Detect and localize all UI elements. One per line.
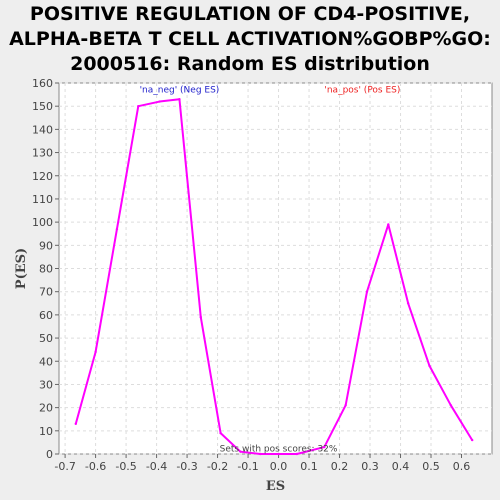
data-point bbox=[428, 364, 431, 368]
x-tick-label: -0.2 bbox=[207, 460, 228, 473]
x-tick-label: 0.4 bbox=[392, 460, 410, 473]
y-tick-label: 120 bbox=[32, 170, 53, 183]
x-tick-label: -0.3 bbox=[176, 460, 197, 473]
y-tick-label: 140 bbox=[32, 123, 53, 136]
y-tick-label: 100 bbox=[32, 216, 53, 229]
y-tick-label: 90 bbox=[39, 239, 53, 252]
y-tick-label: 70 bbox=[39, 286, 53, 299]
data-point bbox=[94, 350, 97, 354]
y-tick-label: 60 bbox=[39, 309, 53, 322]
x-tick-label: 0.5 bbox=[422, 460, 440, 473]
data-point bbox=[115, 227, 119, 231]
x-tick-label: -0.6 bbox=[85, 460, 106, 473]
data-point bbox=[470, 438, 474, 442]
data-point bbox=[387, 223, 390, 226]
data-point bbox=[277, 452, 280, 456]
x-tick-label: 0.0 bbox=[270, 460, 288, 473]
data-point bbox=[74, 422, 77, 426]
chart-title-line-2: ALPHA-BETA T CELL ACTIVATION%GOBP%GO: bbox=[9, 28, 491, 50]
data-point bbox=[219, 431, 222, 435]
chart-title: POSITIVE REGULATION OF CD4-POSITIVE, ALP… bbox=[0, 2, 500, 77]
annotation-label: 'na_neg' (Neg ES) bbox=[140, 85, 220, 95]
y-tick-label: 150 bbox=[32, 100, 53, 113]
y-tick-label: 110 bbox=[32, 193, 53, 206]
x-tick-label: -0.4 bbox=[146, 460, 167, 473]
x-tick-label: 0.3 bbox=[361, 460, 379, 473]
data-point bbox=[239, 450, 242, 453]
y-tick-label: 160 bbox=[32, 77, 53, 90]
x-axis-ticks: -0.7 -0.6 -0.5 -0.4 -0.3 -0.2 -0.1 0.0 0.1 0.2 0.3… bbox=[54, 454, 470, 473]
y-axis-label: P(ES) bbox=[14, 248, 29, 289]
data-point bbox=[259, 452, 262, 456]
x-tick-label: -0.5 bbox=[115, 460, 136, 473]
annotation-label: 'na_pos' (Pos ES) bbox=[324, 85, 400, 95]
y-tick-label: 30 bbox=[39, 378, 53, 391]
data-point bbox=[158, 100, 161, 103]
chart-title-line-1: POSITIVE REGULATION OF CD4-POSITIVE, bbox=[29, 3, 471, 25]
x-tick-label: -0.7 bbox=[54, 460, 75, 473]
grid bbox=[59, 82, 492, 455]
y-tick-label: 0 bbox=[46, 448, 53, 461]
data-point bbox=[449, 404, 453, 407]
series-group bbox=[74, 98, 474, 456]
data-point bbox=[365, 290, 369, 293]
chart-title-line-3: 2000516: Random ES distribution bbox=[70, 53, 430, 75]
y-tick-label: 80 bbox=[39, 263, 53, 276]
data-point bbox=[344, 404, 347, 407]
y-tick-label: 10 bbox=[39, 425, 53, 438]
data-point bbox=[323, 445, 326, 449]
data-point bbox=[406, 302, 410, 305]
y-tick-label: 130 bbox=[32, 147, 53, 160]
data-point bbox=[178, 98, 181, 101]
y-tick-label: 40 bbox=[39, 355, 53, 368]
data-point bbox=[137, 104, 140, 108]
annotations: 'na_neg' (Neg ES) 'na_pos' (Pos ES) Sets w… bbox=[140, 85, 401, 454]
y-axis-ticks: 0 10 20 30 40 50 60 70 80 90 100 110 120 130 140 150 160 bbox=[32, 77, 59, 461]
x-tick-label: 0.2 bbox=[331, 460, 349, 473]
data-point bbox=[199, 315, 202, 319]
data-point bbox=[295, 452, 299, 456]
series-line bbox=[74, 98, 474, 455]
x-tick-label: 0.6 bbox=[453, 460, 471, 473]
x-axis-label: ES bbox=[266, 479, 285, 494]
y-tick-label: 50 bbox=[39, 332, 53, 345]
annotation-label: Sets with pos scores: 32% bbox=[220, 445, 338, 455]
x-tick-label: -0.1 bbox=[237, 460, 258, 473]
y-tick-label: 20 bbox=[39, 402, 53, 415]
x-tick-label: 0.1 bbox=[300, 460, 318, 473]
